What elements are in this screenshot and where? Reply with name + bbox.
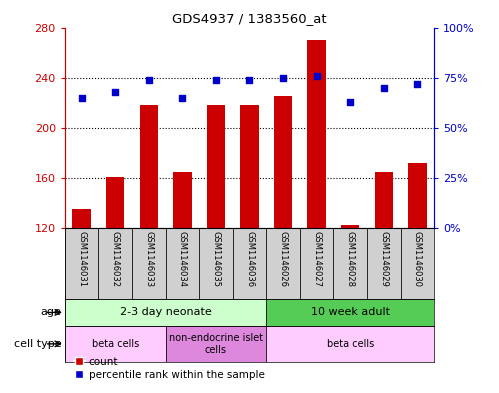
Title: GDS4937 / 1383560_at: GDS4937 / 1383560_at — [172, 12, 327, 25]
Text: GSM1146036: GSM1146036 — [245, 231, 254, 288]
Point — [212, 77, 220, 83]
Text: GSM1146035: GSM1146035 — [212, 231, 221, 287]
Bar — [65, 228, 98, 299]
Text: 10 week adult: 10 week adult — [311, 307, 390, 318]
Text: cell type: cell type — [14, 339, 61, 349]
Bar — [207, 105, 225, 228]
Bar — [266, 299, 434, 326]
Text: GSM1146034: GSM1146034 — [178, 231, 187, 287]
Legend: count, percentile rank within the sample: count, percentile rank within the sample — [70, 353, 269, 384]
Text: beta cells: beta cells — [92, 339, 139, 349]
Bar — [266, 228, 300, 299]
Text: GSM1146030: GSM1146030 — [413, 231, 422, 287]
Bar — [266, 326, 434, 362]
Bar — [65, 299, 266, 326]
Point — [413, 81, 421, 87]
Bar — [375, 172, 393, 228]
Bar — [166, 228, 199, 299]
Text: GSM1146028: GSM1146028 — [346, 231, 355, 287]
Bar — [233, 228, 266, 299]
Bar — [65, 326, 166, 362]
Bar — [300, 228, 333, 299]
Text: GSM1146031: GSM1146031 — [77, 231, 86, 287]
Bar — [240, 105, 258, 228]
Bar — [274, 96, 292, 228]
Bar — [132, 228, 166, 299]
Text: beta cells: beta cells — [326, 339, 374, 349]
Bar — [166, 326, 266, 362]
Bar — [341, 226, 359, 228]
Point — [246, 77, 253, 83]
Bar — [367, 228, 401, 299]
Text: GSM1146032: GSM1146032 — [111, 231, 120, 287]
Bar — [408, 163, 427, 228]
Bar — [307, 40, 326, 228]
Bar — [106, 176, 124, 228]
Text: GSM1146029: GSM1146029 — [379, 231, 388, 287]
Point — [380, 84, 388, 91]
Text: GSM1146033: GSM1146033 — [144, 231, 153, 288]
Point — [145, 77, 153, 83]
Bar — [140, 105, 158, 228]
Point — [346, 99, 354, 105]
Bar — [173, 172, 192, 228]
Text: GSM1146026: GSM1146026 — [278, 231, 287, 287]
Text: 2-3 day neonate: 2-3 day neonate — [120, 307, 212, 318]
Bar — [401, 228, 434, 299]
Bar — [72, 209, 91, 228]
Bar — [199, 228, 233, 299]
Text: age: age — [40, 307, 61, 318]
Point — [78, 94, 86, 101]
Bar — [98, 228, 132, 299]
Bar — [333, 228, 367, 299]
Point — [279, 75, 287, 81]
Text: GSM1146027: GSM1146027 — [312, 231, 321, 287]
Point — [111, 88, 119, 95]
Text: non-endocrine islet
cells: non-endocrine islet cells — [169, 333, 263, 354]
Point — [313, 72, 321, 79]
Point — [178, 94, 186, 101]
